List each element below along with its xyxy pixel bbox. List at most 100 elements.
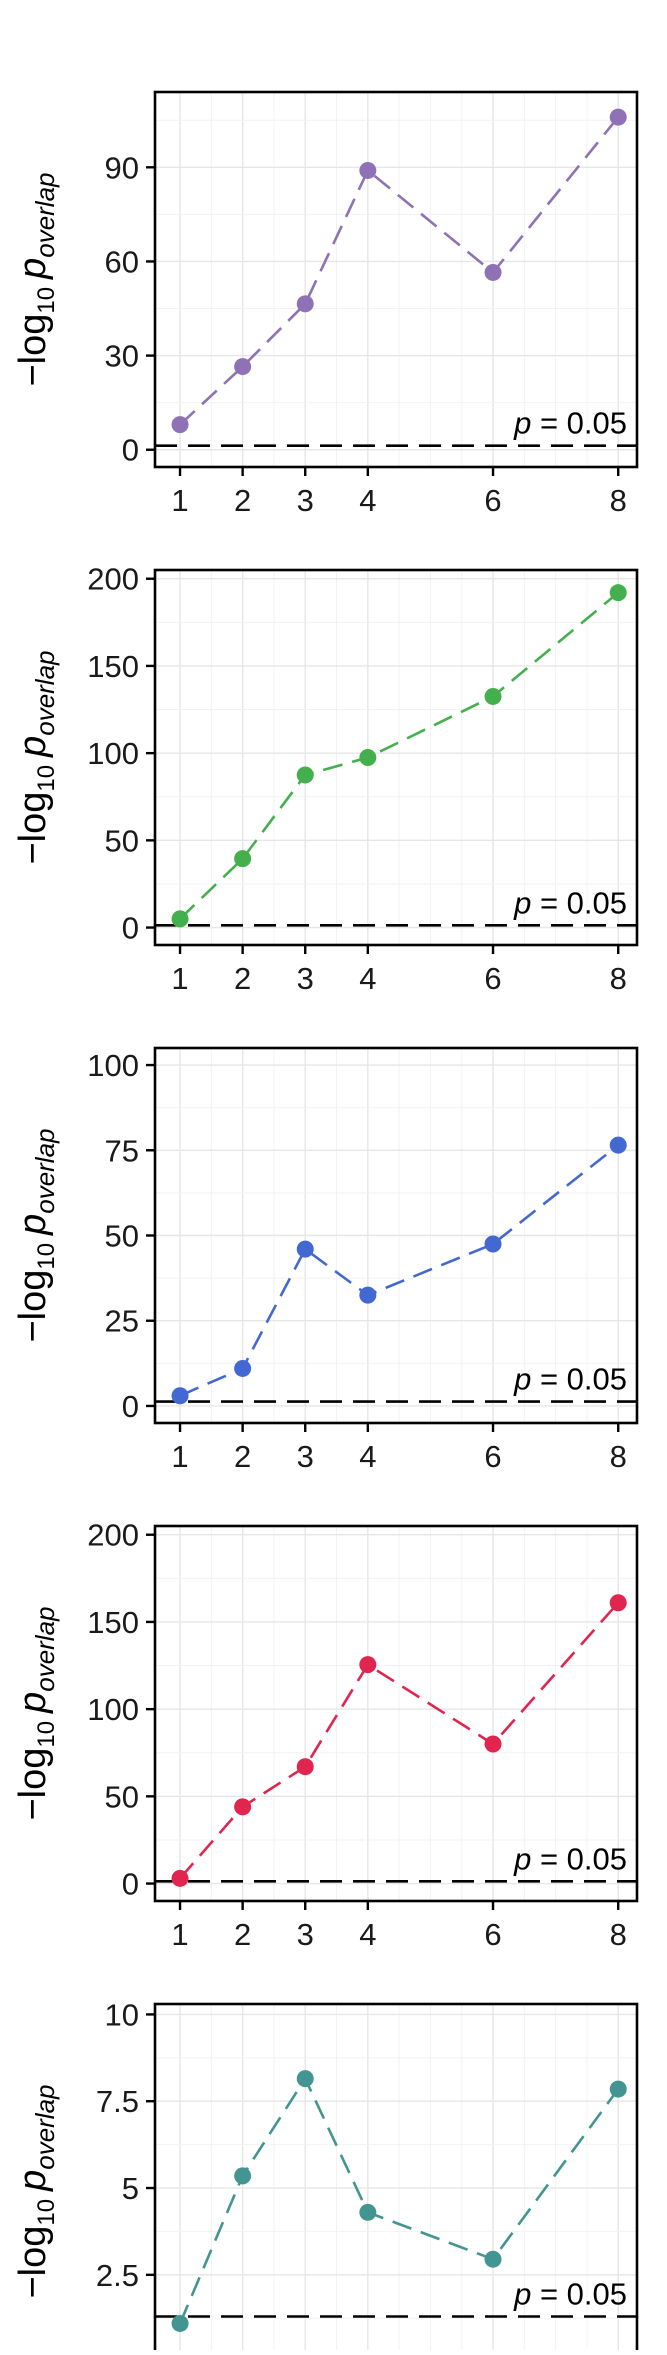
panel-border xyxy=(153,2002,639,2355)
x-tick-label: 3 xyxy=(297,483,314,518)
y-tick-label: 100 xyxy=(87,736,139,771)
series-line xyxy=(179,116,620,426)
x-tick-label: 8 xyxy=(610,961,627,996)
x-tick-label: 4 xyxy=(359,483,376,518)
threshold-label-var: p xyxy=(513,1841,531,1876)
series-line xyxy=(179,1601,620,1880)
y-tick-label: 150 xyxy=(87,649,139,684)
x-tick-label: 2 xyxy=(234,961,251,996)
y-tick-label: 60 xyxy=(105,244,139,279)
data-point xyxy=(484,263,502,281)
y-tick-label: 0 xyxy=(122,433,139,468)
data-point xyxy=(484,687,502,705)
y-tick-label: 30 xyxy=(105,339,139,374)
threshold-label-var: p xyxy=(513,1362,531,1397)
y-tick-label: 0 xyxy=(122,1389,139,1424)
y-axis-label: −log10 poverlap xyxy=(12,650,60,864)
series-line xyxy=(178,2075,620,2324)
y-axis-label-var-sub: overlap xyxy=(30,1128,60,1213)
data-point xyxy=(359,749,377,766)
data-point xyxy=(609,584,627,602)
y-tick-label: 100 xyxy=(87,1692,139,1727)
data-point xyxy=(296,2070,314,2088)
y-axis-label: −log10 poverlap xyxy=(12,172,60,386)
y-tick-label: 50 xyxy=(105,823,139,858)
y-axis-label-var-sub: overlap xyxy=(30,172,60,257)
data-point xyxy=(484,1235,502,1253)
y-tick-label: 200 xyxy=(87,562,139,597)
y-axis-label-var-sub: overlap xyxy=(30,2084,60,2169)
threshold-label: p = 0.05 xyxy=(513,406,627,441)
threshold-label: p = 0.05 xyxy=(513,1362,627,1397)
y-axis-label-var-sub: overlap xyxy=(30,1606,60,1691)
x-tick-label: 3 xyxy=(297,1439,314,1474)
y-tick-label: 5 xyxy=(122,2171,139,2206)
threshold-label-text: = 0.05 xyxy=(531,2277,627,2312)
data-point xyxy=(609,108,627,126)
x-tick-label: 4 xyxy=(359,1439,376,1474)
grid xyxy=(155,1048,637,1423)
data-point xyxy=(609,1594,627,1612)
panel-border xyxy=(153,90,639,469)
threshold-label-var: p xyxy=(513,2277,531,2312)
y-axis-label-subscript: 10 xyxy=(33,2199,60,2226)
y-axis-label-prefix: −log xyxy=(12,1748,54,1821)
y-tick-label: 0 xyxy=(122,2345,139,2350)
grid xyxy=(155,1526,637,1901)
data-point xyxy=(296,766,314,784)
data-point xyxy=(359,1656,377,1674)
y-axis-label-subscript: 10 xyxy=(33,1243,60,1270)
data-point xyxy=(484,1735,502,1753)
x-tick-label: 3 xyxy=(297,961,314,996)
data-point xyxy=(484,2250,502,2268)
data-point xyxy=(296,295,314,313)
threshold-label-text: = 0.05 xyxy=(531,885,627,920)
data-point xyxy=(234,2167,252,2185)
x-tick-label: 4 xyxy=(359,1917,376,1952)
data-point xyxy=(296,1240,314,1258)
y-axis-label: −log10 poverlap xyxy=(12,1606,60,1820)
data-point xyxy=(234,850,252,868)
x-tick-label: 8 xyxy=(610,483,627,518)
data-point xyxy=(171,416,189,434)
series-line xyxy=(179,591,620,920)
y-axis-label-var: p xyxy=(12,736,54,758)
threshold-label: p = 0.05 xyxy=(513,885,627,920)
x-tick-label: 2 xyxy=(234,483,251,518)
y-axis-label-var-sub: overlap xyxy=(30,650,60,735)
y-tick-label: 0 xyxy=(122,1867,139,1902)
data-point xyxy=(359,1286,377,1304)
y-tick-label: 200 xyxy=(87,1518,139,1553)
threshold-label-text: = 0.05 xyxy=(531,406,627,441)
data-point xyxy=(171,910,189,928)
grid xyxy=(155,570,637,945)
threshold-label-text: = 0.05 xyxy=(531,1362,627,1397)
data-point xyxy=(359,161,377,179)
x-tick-label: 6 xyxy=(484,483,501,518)
threshold-label-var: p xyxy=(513,885,531,920)
panel-border xyxy=(153,1524,639,1903)
y-tick-label: 10 xyxy=(105,1997,139,2032)
data-point xyxy=(609,2080,627,2098)
y-axis-label-subscript: 10 xyxy=(33,1721,60,1748)
series-line xyxy=(179,1144,620,1397)
data-point xyxy=(296,1758,314,1776)
data-point xyxy=(359,2203,377,2221)
y-tick-label: 2.5 xyxy=(96,2258,139,2293)
y-tick-label: 50 xyxy=(105,1219,139,1254)
threshold-label: p = 0.05 xyxy=(513,1841,627,1876)
y-axis-label-var: p xyxy=(12,1692,54,1714)
y-tick-label: 25 xyxy=(105,1304,139,1339)
y-axis-label-prefix: −log xyxy=(12,314,54,387)
threshold-label-var: p xyxy=(513,406,531,441)
y-tick-label: 50 xyxy=(105,1779,139,1814)
threshold-label-text: = 0.05 xyxy=(531,1841,627,1876)
x-tick-label: 8 xyxy=(610,1439,627,1474)
x-tick-label: 6 xyxy=(484,1439,501,1474)
